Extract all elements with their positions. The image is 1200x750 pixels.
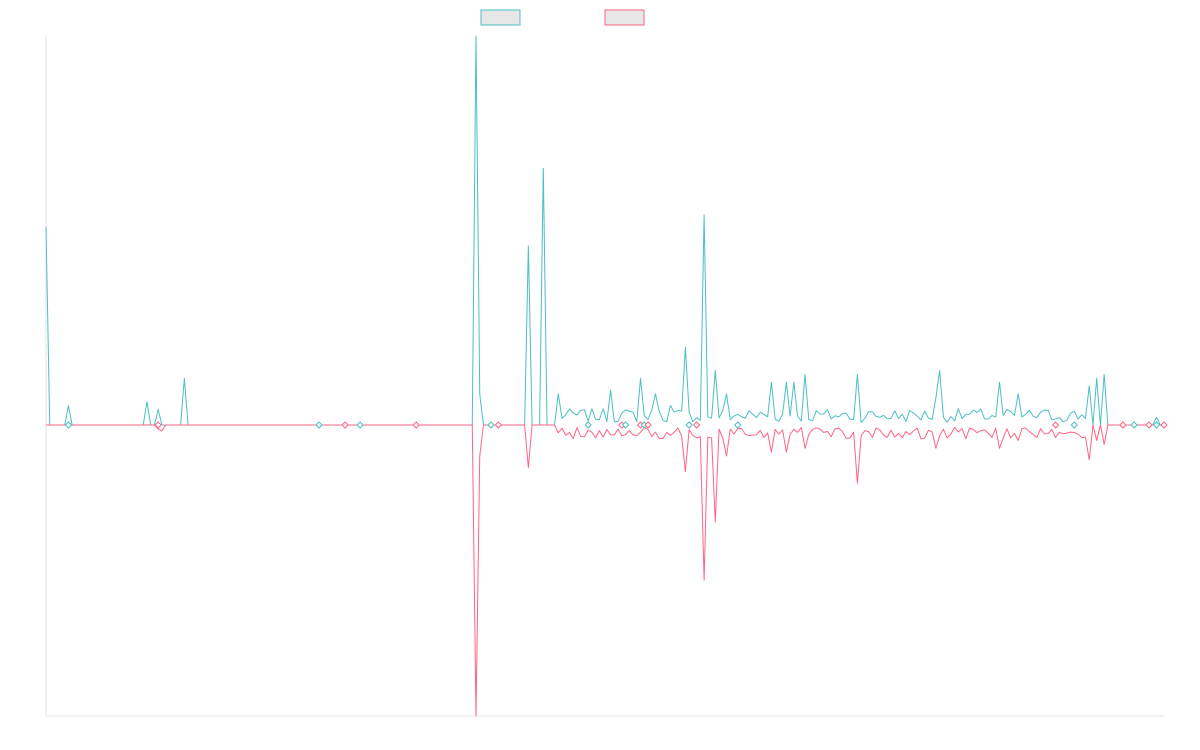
data-point-marker bbox=[1160, 421, 1168, 429]
data-point-marker bbox=[412, 421, 420, 429]
data-point-marker bbox=[685, 421, 693, 429]
data-point-marker bbox=[154, 421, 162, 429]
data-point-marker bbox=[1152, 421, 1161, 429]
series-line-2 bbox=[46, 424, 1164, 717]
data-point-marker bbox=[1130, 421, 1138, 429]
data-point-marker bbox=[1051, 421, 1060, 429]
data-point-marker bbox=[487, 421, 495, 429]
data-point-marker bbox=[621, 421, 630, 429]
data-point-marker bbox=[734, 421, 742, 429]
data-point-marker bbox=[356, 421, 364, 429]
data-point-marker bbox=[1145, 421, 1153, 429]
data-point-marker bbox=[341, 421, 349, 429]
data-point-marker bbox=[1119, 421, 1127, 429]
data-point-marker bbox=[692, 421, 701, 429]
axes bbox=[45, 36, 1164, 717]
data-point-marker bbox=[315, 421, 323, 429]
data-point-marker bbox=[64, 421, 73, 429]
data-point-marker bbox=[644, 421, 652, 429]
legend-swatch-2[interactable] bbox=[604, 9, 645, 26]
legend-swatch-1[interactable] bbox=[480, 9, 521, 26]
data-point-marker bbox=[584, 421, 592, 429]
series-layer bbox=[45, 35, 1164, 717]
data-point-marker bbox=[1070, 421, 1078, 429]
series-line-1 bbox=[45, 35, 1164, 426]
data-point-marker bbox=[494, 421, 503, 429]
marker-layer bbox=[64, 421, 1168, 429]
legend[interactable] bbox=[480, 9, 645, 26]
